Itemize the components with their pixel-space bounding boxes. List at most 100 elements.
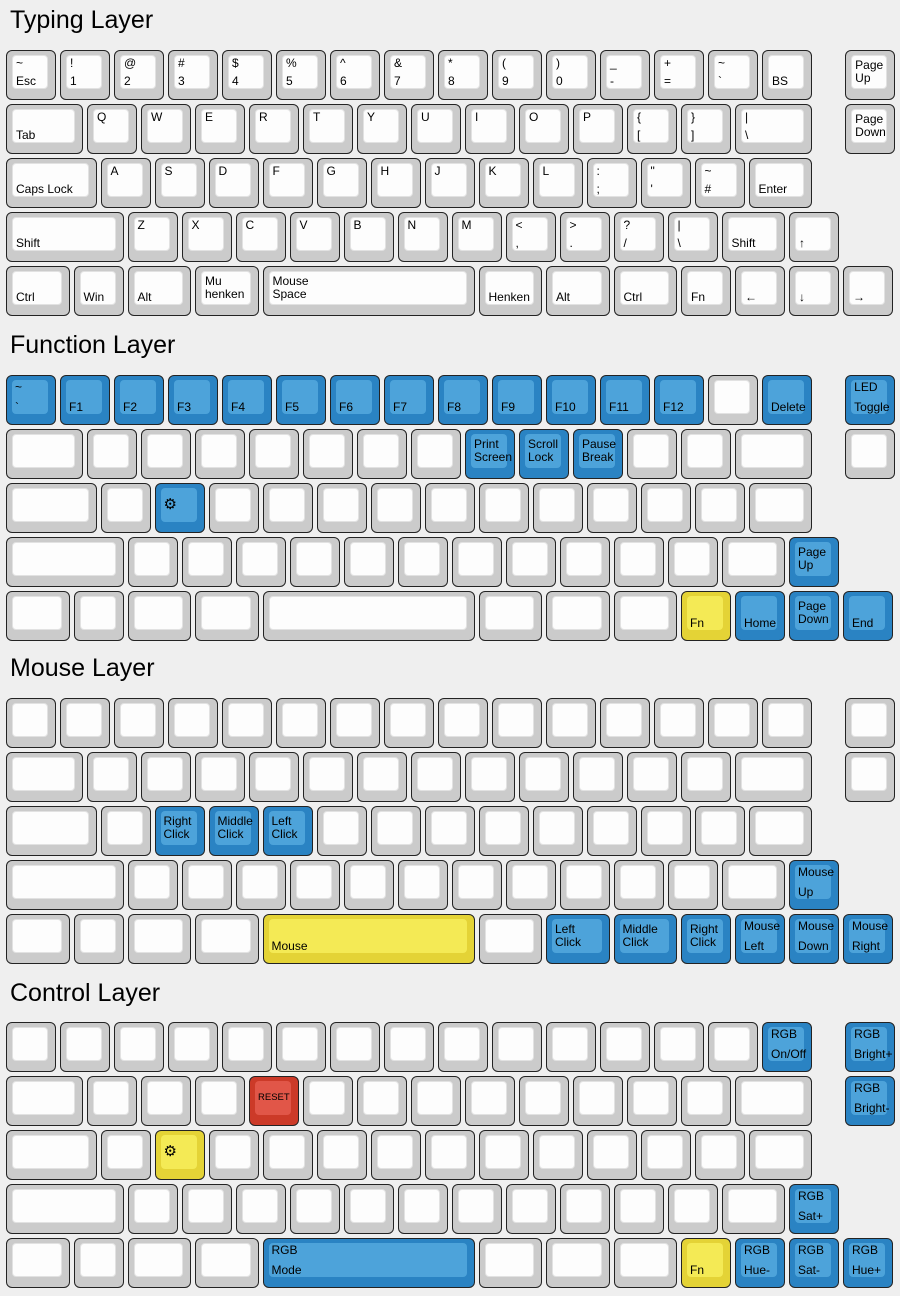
key-blank[interactable] <box>708 1022 758 1072</box>
key-blank[interactable] <box>721 1184 785 1234</box>
key-rgb-bright+[interactable]: RGB Bright+ <box>845 1022 896 1072</box>
key-blank[interactable] <box>613 1184 664 1234</box>
key-fn[interactable]: Fn <box>681 591 731 641</box>
key-blank[interactable] <box>289 1184 340 1234</box>
key-blank[interactable] <box>141 429 191 479</box>
key-blank[interactable] <box>370 1130 421 1180</box>
key-h[interactable]: H <box>370 158 421 208</box>
key-f10[interactable]: F10 <box>546 375 596 425</box>
key-u[interactable]: U <box>411 104 461 154</box>
key-rgb-hue[interactable]: RGB Hue- <box>735 1238 785 1288</box>
key-blank[interactable] <box>748 806 812 856</box>
key-blank[interactable] <box>681 752 731 802</box>
key-f2[interactable]: F2 <box>114 375 164 425</box>
key-blank[interactable] <box>762 698 812 748</box>
key-symbol[interactable]: :; <box>586 158 637 208</box>
key-blank[interactable] <box>559 537 610 587</box>
key-blank[interactable] <box>73 914 124 964</box>
key-w[interactable]: W <box>141 104 191 154</box>
key-symbol[interactable]: ~ ` <box>708 50 758 100</box>
key-blank[interactable] <box>289 860 340 910</box>
key-blank[interactable] <box>438 698 488 748</box>
key-middle-click[interactable]: Middle Click <box>613 914 677 964</box>
key-fn[interactable]: Fn <box>681 1238 731 1288</box>
key-blank[interactable] <box>6 698 56 748</box>
key-m[interactable]: M <box>451 212 502 262</box>
key-blank[interactable] <box>235 1184 286 1234</box>
key-ctrl[interactable]: Ctrl <box>613 266 677 316</box>
key-blank[interactable] <box>195 752 245 802</box>
key-blank[interactable] <box>289 537 340 587</box>
key-7[interactable]: & 7 <box>384 50 434 100</box>
key-blank[interactable] <box>316 1130 367 1180</box>
key-i[interactable]: I <box>465 104 515 154</box>
key-down-arrow[interactable]: ↓ <box>789 266 839 316</box>
key-blank[interactable] <box>357 1076 407 1126</box>
key-left-arrow[interactable]: ← <box>735 266 785 316</box>
key-blank[interactable] <box>694 1130 745 1180</box>
key-blank[interactable] <box>600 1022 650 1072</box>
key-blank[interactable] <box>559 860 610 910</box>
key-blank[interactable] <box>492 698 542 748</box>
key-left-click[interactable]: Left Click <box>546 914 610 964</box>
key-blank[interactable] <box>181 1184 232 1234</box>
key-f1[interactable]: F1 <box>60 375 110 425</box>
key-s[interactable]: S <box>154 158 205 208</box>
key-blank[interactable] <box>262 483 313 533</box>
key-blank[interactable] <box>505 537 556 587</box>
key-0[interactable]: ) 0 <box>546 50 596 100</box>
key-blank[interactable] <box>681 1076 731 1126</box>
key-symbol[interactable]: {[ <box>627 104 677 154</box>
key-blank[interactable] <box>100 483 151 533</box>
key-v[interactable]: V <box>289 212 340 262</box>
key-mu-henken[interactable]: Mu henken <box>195 266 259 316</box>
key-symbol[interactable]: >. <box>559 212 610 262</box>
key-blank[interactable] <box>357 752 407 802</box>
key-blank[interactable] <box>586 1130 637 1180</box>
key-blank[interactable] <box>6 429 83 479</box>
key-blank[interactable] <box>465 752 515 802</box>
key-f9[interactable]: F9 <box>492 375 542 425</box>
key-blank[interactable] <box>667 537 718 587</box>
key-blank[interactable] <box>6 1022 56 1072</box>
key-blank[interactable] <box>640 1130 691 1180</box>
key-blank[interactable] <box>546 1022 596 1072</box>
key-blank[interactable] <box>586 483 637 533</box>
key-blank[interactable] <box>748 483 812 533</box>
key-tab[interactable]: Tab <box>6 104 83 154</box>
key-blank[interactable] <box>424 483 475 533</box>
key-blank[interactable] <box>451 1184 502 1234</box>
key-l[interactable]: L <box>532 158 583 208</box>
key-rgb-sat[interactable]: RGB Sat- <box>789 1238 839 1288</box>
key-symbol[interactable]: ~ # <box>694 158 745 208</box>
key-henken[interactable]: Henken <box>478 266 542 316</box>
key-symbol[interactable]: ~ ` <box>6 375 56 425</box>
key-rgb-hue+[interactable]: RGB Hue+ <box>843 1238 893 1288</box>
key-z[interactable]: Z <box>127 212 178 262</box>
key-blank[interactable] <box>235 537 286 587</box>
key-blank[interactable] <box>87 752 137 802</box>
key-blank[interactable] <box>559 1184 610 1234</box>
key-symbol[interactable]: _ - <box>600 50 650 100</box>
key-blank[interactable] <box>127 1184 178 1234</box>
key-r[interactable]: R <box>249 104 299 154</box>
key-blank[interactable] <box>654 1022 704 1072</box>
key-t[interactable]: T <box>303 104 353 154</box>
key-8[interactable]: * 8 <box>438 50 488 100</box>
key-q[interactable]: Q <box>87 104 137 154</box>
key-blank[interactable] <box>181 860 232 910</box>
key-blank[interactable] <box>87 1076 137 1126</box>
key-blank[interactable] <box>667 860 718 910</box>
key-blank[interactable] <box>262 1130 313 1180</box>
key-blank[interactable] <box>249 752 299 802</box>
key-c[interactable]: C <box>235 212 286 262</box>
key-blank[interactable] <box>573 1076 623 1126</box>
key-blank[interactable] <box>721 537 785 587</box>
key-4[interactable]: $4 <box>222 50 272 100</box>
key-blank[interactable] <box>343 537 394 587</box>
key-blank[interactable] <box>303 1076 353 1126</box>
key-alt[interactable]: Alt <box>127 266 191 316</box>
key-f3[interactable]: F3 <box>168 375 218 425</box>
key-3[interactable]: #3 <box>168 50 218 100</box>
key-blank[interactable] <box>384 698 434 748</box>
